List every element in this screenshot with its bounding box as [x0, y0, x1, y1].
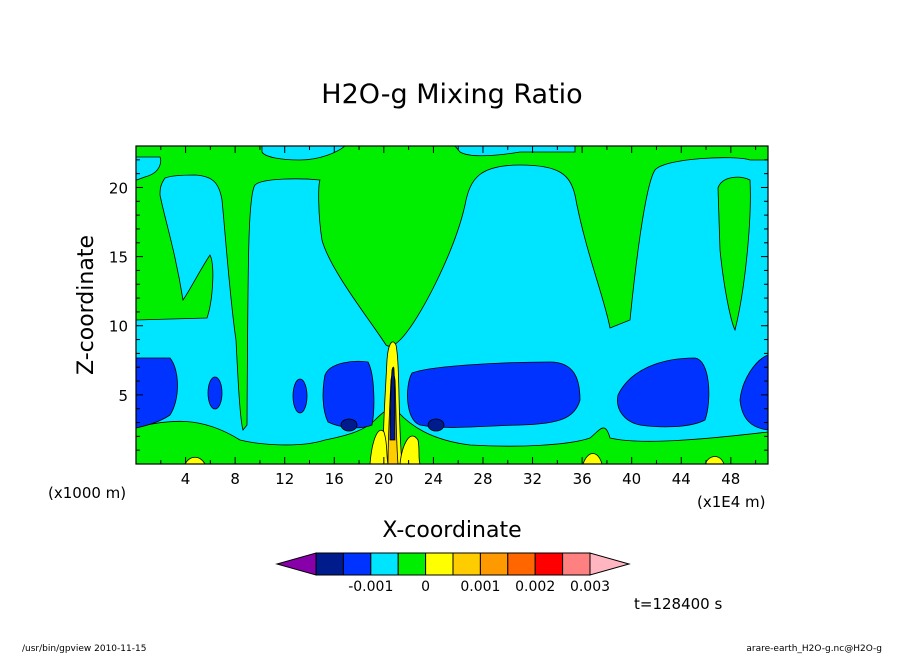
x-tick-label: 28	[473, 470, 492, 488]
colorbar-cell	[397, 552, 427, 576]
footer-right: arare-earth_H2O-g.nc@H2O-g	[746, 644, 882, 654]
time-label: t=128400 s	[634, 595, 722, 613]
colorbar-arrow-right	[589, 552, 631, 576]
top-cyan-patch-2	[454, 146, 576, 157]
bottom-green-band	[136, 408, 768, 464]
cyan-band-top	[136, 156, 162, 181]
x-tick-label: 36	[573, 470, 592, 488]
y-axis-ticks: 5 10 15 20	[109, 159, 768, 451]
footer-left: /usr/bin/gpview 2010-11-15	[22, 644, 146, 654]
colorbar-cell	[479, 552, 509, 576]
blue-spot-2	[292, 378, 308, 414]
blue-region-center-left	[322, 360, 375, 429]
blue-region-right	[617, 357, 710, 428]
colorbar-cell	[315, 552, 344, 576]
colorbar-tick-label: 0.001	[460, 579, 500, 595]
y-tick-label: 5	[118, 387, 128, 405]
colorbar	[275, 552, 631, 576]
y-tick-label: 20	[109, 179, 128, 197]
y-tick-label: 15	[109, 249, 128, 267]
blue-region-left	[136, 357, 178, 429]
colorbar-tick-label: 0.002	[515, 579, 555, 595]
plot-frame	[135, 145, 769, 465]
top-cyan-patch-1	[261, 146, 346, 161]
contour-field	[136, 146, 768, 464]
dark-blue-spot-1	[340, 418, 358, 432]
upper-green-region	[136, 146, 768, 431]
x-tick-label: 40	[622, 470, 641, 488]
x-tick-label: 32	[523, 470, 542, 488]
colorbar-tick-labels: -0.001 0 0.001 0.002 0.003	[348, 579, 610, 595]
x-unit-label: (x1E4 m)	[697, 493, 766, 511]
colorbar-cell	[534, 552, 564, 576]
colorbar-tick-label: 0	[421, 579, 430, 595]
yellow-base-left	[369, 429, 389, 464]
colorbar-cell	[370, 552, 399, 576]
blue-spot-1	[207, 376, 223, 410]
x-tick-label: 20	[374, 470, 393, 488]
x-tick-label: 48	[721, 470, 740, 488]
colorbar-tick-label: -0.001	[348, 579, 393, 595]
x-tick-label: 8	[230, 470, 240, 488]
x-tick-label: 4	[181, 470, 191, 488]
x-tick-label: 16	[325, 470, 344, 488]
colorbar-cell	[342, 552, 372, 576]
colorbar-arrow-left	[275, 552, 317, 576]
blue-region-center	[407, 361, 581, 428]
x-axis-label: X-coordinate	[382, 518, 521, 543]
x-axis-ticks: 4 8 12 16 20 24 28 32 36 40 44 48	[160, 146, 757, 488]
x-tick-label: 44	[672, 470, 691, 488]
dark-blue-spot-2	[427, 418, 445, 432]
y-axis-label: Z-coordinate	[74, 235, 99, 375]
yellow-base-right	[399, 435, 421, 464]
y-unit-label: (x1000 m)	[48, 484, 126, 502]
blue-region-far-right	[739, 354, 768, 431]
colorbar-cell	[452, 552, 481, 576]
right-green-tongue	[717, 176, 751, 332]
colorbar-cell	[507, 552, 536, 576]
y-tick-label: 10	[109, 318, 128, 336]
x-tick-label: 24	[424, 470, 443, 488]
colorbar-cell	[425, 552, 454, 576]
colorbar-tick-label: 0.003	[570, 579, 610, 595]
dark-core	[389, 366, 396, 441]
colorbar-cell	[562, 552, 591, 576]
x-tick-label: 12	[275, 470, 294, 488]
chart-title: H2O-g Mixing Ratio	[321, 79, 582, 110]
